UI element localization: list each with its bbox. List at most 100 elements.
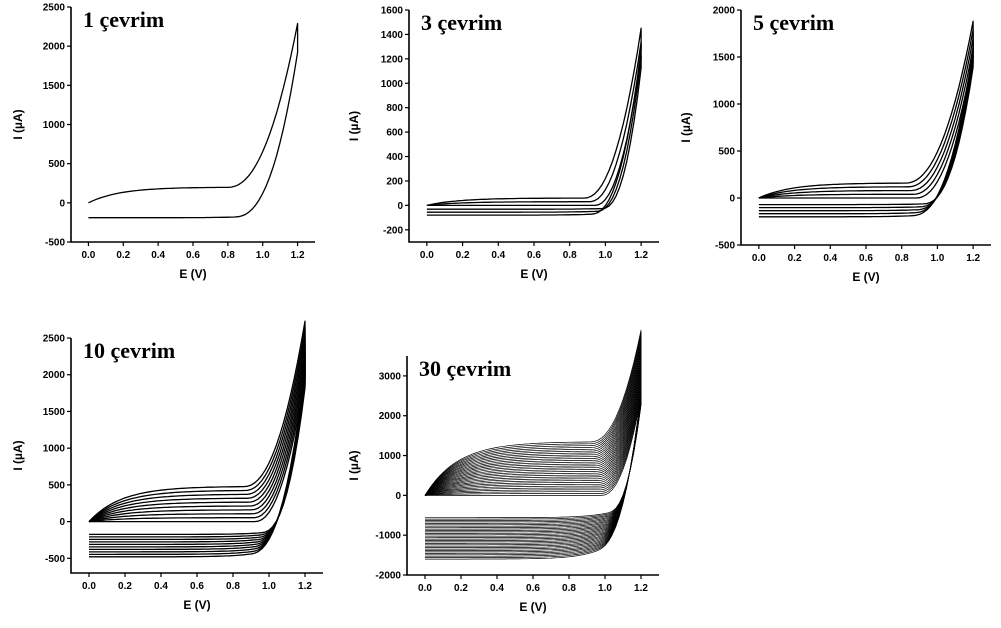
x-tick-label: 0.6 [526,583,540,594]
y-tick-label: 1500 [43,81,66,92]
cv-cycle-curve [426,27,642,216]
x-tick-label: 1.0 [598,583,612,594]
cv-panel-30-cycles: 0.0 0.2 0.4 0.6 0.8 1.0 1.2 -2000 -1000 0 1000 2000… [347,329,659,614]
x-tick-label: 0.4 [490,583,504,594]
y-tick-label: 2500 [43,334,66,345]
x-tick-label: 0.0 [418,583,432,594]
cv-panel-1-cycle: 0.0 0.2 0.4 0.6 0.8 1.0 1.2 -500 0 500 1000 1500 200… [11,3,315,281]
x-tick-label: 0.4 [151,250,165,261]
y-tick-label: 1200 [381,54,404,65]
y-tick-label: 0 [59,517,65,528]
y-tick-label: 1500 [43,407,66,418]
x-axis-title: E (V) [852,270,879,284]
y-axis-title: I (µA) [679,112,693,142]
cv-panel-5-cycles: 0.0 0.2 0.4 0.6 0.8 1.0 1.2 -500 0 500 1000 1500 200… [679,6,991,284]
y-tick-label: 1000 [713,100,736,111]
cv-cycle-curve [424,376,642,531]
x-tick-label: 0.0 [82,581,96,592]
y-tick-label: 800 [386,103,403,114]
y-tick-label: 2000 [43,370,66,381]
y-tick-label: 500 [718,147,735,158]
x-tick-label: 0.2 [118,581,132,592]
y-tick-label: 2000 [713,6,736,17]
cv-cycle-curve [426,41,642,213]
x-tick-label: 0.6 [186,250,200,261]
axis-frame [740,10,991,246]
axis-frame [70,338,323,574]
x-tick-label: 0.4 [154,581,168,592]
y-tick-label: 1000 [43,120,66,131]
x-tick-label: 0.6 [859,253,873,264]
x-tick-label: 0.8 [563,250,577,261]
x-tick-label: 0.4 [823,253,837,264]
y-tick-label: 200 [386,176,403,187]
y-axis-title: I (µA) [347,111,361,141]
axis-frame [70,7,315,243]
x-axis-title: E (V) [520,267,547,281]
x-tick-label: 0.6 [527,250,541,261]
y-tick-label: 400 [386,152,403,163]
x-tick-label: 1.2 [291,250,305,261]
y-tick-label: 0 [395,491,401,502]
x-tick-label: 0.6 [190,581,204,592]
y-axis-title: I (µA) [347,450,361,480]
cv-cycle-curve [424,329,642,560]
x-tick-label: 0.2 [116,250,130,261]
x-tick-label: 1.0 [598,250,612,261]
y-tick-label: 2000 [379,411,402,422]
cv-cycle-curve [88,363,306,541]
y-tick-label: 0 [59,198,65,209]
y-tick-label: 1000 [43,444,66,455]
x-tick-label: 1.0 [930,253,944,264]
panel-title: 30 çevrim [419,356,511,381]
x-tick-label: 1.2 [634,583,648,594]
y-tick-label: -1000 [375,531,401,542]
y-tick-label: 500 [48,159,65,170]
x-tick-label: 0.8 [562,583,576,594]
x-tick-label: 0.0 [752,253,766,264]
cv-cycle-curve [424,385,642,526]
x-tick-label: 1.0 [262,581,276,592]
axis-frame [408,10,659,243]
y-tick-label: 1400 [381,30,404,41]
y-tick-label: 500 [48,480,65,491]
y-tick-label: 3000 [379,371,402,382]
y-tick-label: 0 [729,194,735,205]
y-tick-label: 600 [386,128,403,139]
cv-cycle-curve [88,22,299,219]
y-tick-label: 1600 [381,6,404,17]
y-tick-label: 0 [397,201,403,212]
panel-title: 1 çevrim [83,7,164,32]
x-tick-label: 1.2 [634,250,648,261]
cv-panel-10-cycles: 0.0 0.2 0.4 0.6 0.8 1.0 1.2 -500 0 500 1000 1500 200… [11,320,323,612]
x-tick-label: 0.2 [456,250,470,261]
y-axis-title: I (µA) [11,440,25,470]
y-axis-title: I (µA) [11,109,25,139]
y-tick-label: 1000 [379,451,402,462]
y-tick-label: -200 [383,225,403,236]
x-tick-label: 1.0 [256,250,270,261]
cv-cycle-curve [758,20,974,218]
panel-title: 10 çevrim [83,338,175,363]
x-axis-title: E (V) [179,267,206,281]
x-tick-label: 0.8 [221,250,235,261]
y-tick-label: -2000 [375,571,401,582]
y-tick-label: 1000 [381,79,404,90]
x-tick-label: 0.8 [895,253,909,264]
panel-title: 3 çevrim [421,10,502,35]
x-tick-label: 0.0 [420,250,434,261]
cv-cycle-curve [426,55,642,210]
panel-title: 5 çevrim [753,10,834,35]
x-tick-label: 1.2 [298,581,312,592]
y-tick-label: -500 [715,241,735,252]
x-axis-title: E (V) [519,600,546,614]
y-tick-label: 1500 [713,53,736,64]
y-tick-label: -500 [45,238,65,249]
cv-cycle-curve [88,320,306,558]
y-tick-label: 2500 [43,3,66,14]
cv-cycle-curve [424,366,642,537]
cv-cycle-curve [758,55,974,206]
cv-cycle-curve [758,37,974,212]
x-tick-label: 0.4 [491,250,505,261]
x-tick-label: 0.2 [788,253,802,264]
